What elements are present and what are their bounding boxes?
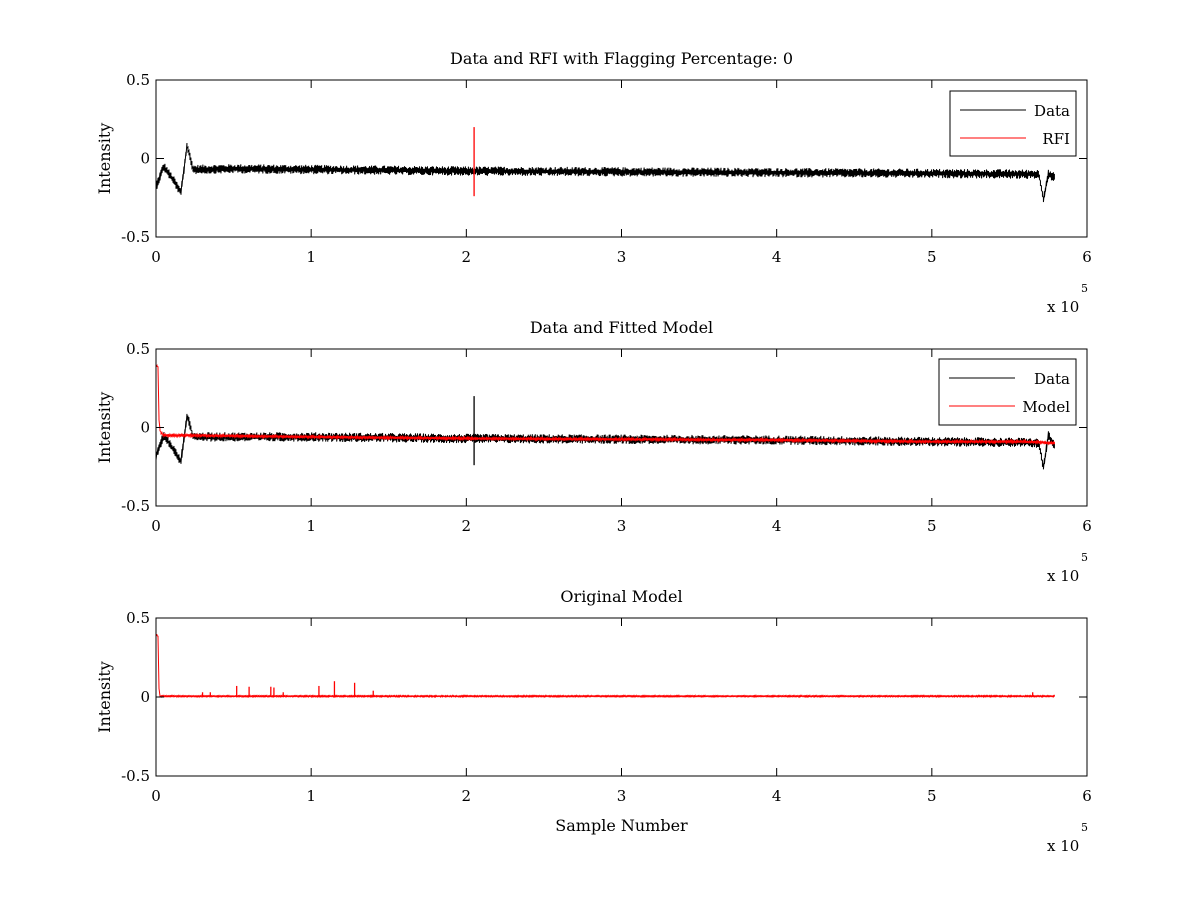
y-axis-label: Intensity (95, 392, 114, 464)
legend: Data Model (938, 358, 1077, 426)
x-multiplier-base: x 10 (1047, 298, 1079, 316)
model-series-line (156, 633, 1055, 699)
x-axis-label: Sample Number (555, 816, 688, 835)
y-tick-label: 0.5 (126, 340, 150, 358)
legend-label: Data (1034, 370, 1070, 388)
x-tick-label: 5 (927, 787, 937, 805)
plot-area (156, 80, 1087, 237)
plot-area (156, 349, 1087, 506)
x-multiplier-exponent: 5 (1081, 282, 1088, 295)
x-tick-label: 0 (151, 517, 161, 535)
y-tick-label: 0 (140, 150, 150, 168)
data-series-line (156, 142, 1055, 203)
x-tick-label: 2 (462, 787, 472, 805)
x-tick-label: 3 (617, 517, 627, 535)
series-group (156, 633, 1055, 699)
y-tick-label: -0.5 (121, 767, 150, 785)
y-tick-label: 0 (140, 688, 150, 706)
plot-area (156, 618, 1087, 776)
x-tick-label: 2 (462, 248, 472, 266)
x-tick-label: 1 (306, 248, 316, 266)
x-tick-label: 3 (617, 787, 627, 805)
legend-label: RFI (1042, 130, 1070, 148)
legend-label: Model (1022, 398, 1070, 416)
x-multiplier-base: x 10 (1047, 837, 1079, 855)
subplot-title: Data and RFI with Flagging Percentage: 0 (450, 49, 793, 68)
x-tick-label: 1 (306, 517, 316, 535)
y-tick-label: 0.5 (126, 71, 150, 89)
x-tick-label: 4 (772, 787, 782, 805)
x-multiplier-exponent: 5 (1081, 551, 1088, 564)
x-multiplier-base: x 10 (1047, 567, 1079, 585)
legend-label: Data (1034, 102, 1070, 120)
legend-box (938, 358, 1077, 426)
y-tick-label: -0.5 (121, 228, 150, 246)
model-series-line (156, 363, 1055, 446)
x-tick-label: 0 (151, 787, 161, 805)
x-tick-label: 4 (772, 517, 782, 535)
y-tick-label: 0.5 (126, 609, 150, 627)
x-tick-label: 5 (927, 248, 937, 266)
y-tick-label: 0 (140, 419, 150, 437)
x-tick-label: 3 (617, 248, 627, 266)
series-group (156, 363, 1055, 470)
x-tick-label: 6 (1082, 787, 1092, 805)
x-multiplier-exponent: 5 (1081, 821, 1088, 834)
x-tick-label: 5 (927, 517, 937, 535)
legend: Data RFI (949, 90, 1077, 157)
x-tick-label: 6 (1082, 248, 1092, 266)
x-tick-label: 4 (772, 248, 782, 266)
subplot-title: Original Model (560, 587, 682, 606)
y-axis-label: Intensity (95, 661, 114, 733)
y-axis-label: Intensity (95, 123, 114, 195)
y-tick-label: -0.5 (121, 497, 150, 515)
x-tick-label: 0 (151, 248, 161, 266)
legend-box (949, 90, 1077, 157)
x-tick-label: 1 (306, 787, 316, 805)
x-tick-label: 2 (462, 517, 472, 535)
subplot-title: Data and Fitted Model (530, 318, 713, 337)
x-tick-label: 6 (1082, 517, 1092, 535)
series-group (156, 127, 1055, 203)
